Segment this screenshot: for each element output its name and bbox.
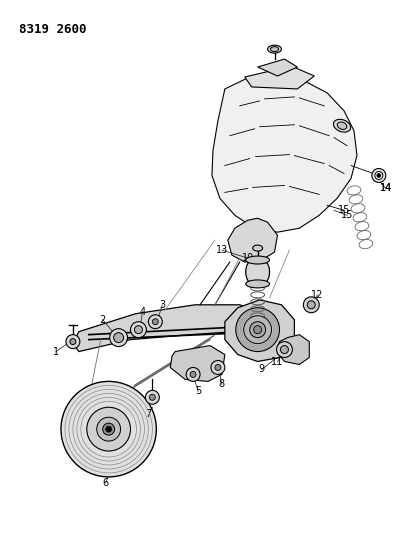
Circle shape [70, 338, 76, 345]
Circle shape [186, 367, 200, 382]
Text: 11: 11 [271, 357, 283, 367]
Circle shape [102, 423, 115, 435]
Circle shape [61, 382, 156, 477]
Circle shape [249, 322, 265, 337]
Circle shape [109, 329, 127, 346]
Circle shape [113, 333, 123, 343]
Circle shape [214, 365, 220, 370]
Circle shape [376, 173, 380, 177]
Circle shape [243, 316, 271, 344]
Circle shape [145, 390, 159, 404]
Text: 2: 2 [99, 314, 106, 325]
Polygon shape [244, 66, 313, 89]
Circle shape [371, 168, 385, 182]
Circle shape [280, 345, 288, 353]
Text: 6: 6 [102, 478, 108, 488]
Ellipse shape [267, 45, 281, 53]
Circle shape [152, 319, 158, 325]
Circle shape [149, 394, 155, 400]
Polygon shape [73, 305, 257, 352]
Polygon shape [170, 345, 224, 382]
Ellipse shape [245, 257, 269, 287]
Ellipse shape [333, 119, 350, 132]
Text: 8319 2600: 8319 2600 [19, 23, 87, 36]
Ellipse shape [337, 122, 346, 130]
Text: 3: 3 [159, 300, 165, 310]
Polygon shape [257, 59, 297, 76]
Ellipse shape [252, 245, 262, 251]
Circle shape [134, 326, 142, 334]
Circle shape [66, 335, 80, 349]
Polygon shape [224, 300, 294, 361]
Circle shape [303, 297, 319, 313]
Polygon shape [227, 218, 277, 262]
Text: 15: 15 [340, 210, 353, 220]
Circle shape [211, 360, 224, 375]
Text: 5: 5 [194, 386, 201, 397]
Circle shape [148, 315, 162, 329]
Circle shape [235, 308, 279, 352]
Text: 13: 13 [215, 245, 227, 255]
Circle shape [97, 417, 120, 441]
Circle shape [374, 172, 382, 180]
Polygon shape [211, 73, 356, 232]
Ellipse shape [270, 47, 278, 52]
Ellipse shape [245, 280, 269, 288]
Circle shape [130, 322, 146, 337]
Text: 8: 8 [218, 379, 225, 390]
Circle shape [276, 342, 292, 358]
Text: 14: 14 [379, 183, 391, 193]
Ellipse shape [245, 256, 269, 264]
Text: 9: 9 [258, 365, 264, 375]
Circle shape [253, 326, 261, 334]
Circle shape [106, 426, 111, 432]
Text: 15: 15 [337, 205, 349, 215]
Text: 7: 7 [145, 409, 151, 419]
Circle shape [307, 301, 315, 309]
Circle shape [190, 372, 196, 377]
Text: 10: 10 [241, 253, 253, 263]
Polygon shape [277, 335, 308, 365]
Text: 4: 4 [139, 307, 145, 317]
Text: 14: 14 [379, 183, 391, 193]
Text: 1: 1 [53, 346, 59, 357]
Circle shape [87, 407, 130, 451]
Text: 12: 12 [310, 290, 323, 300]
